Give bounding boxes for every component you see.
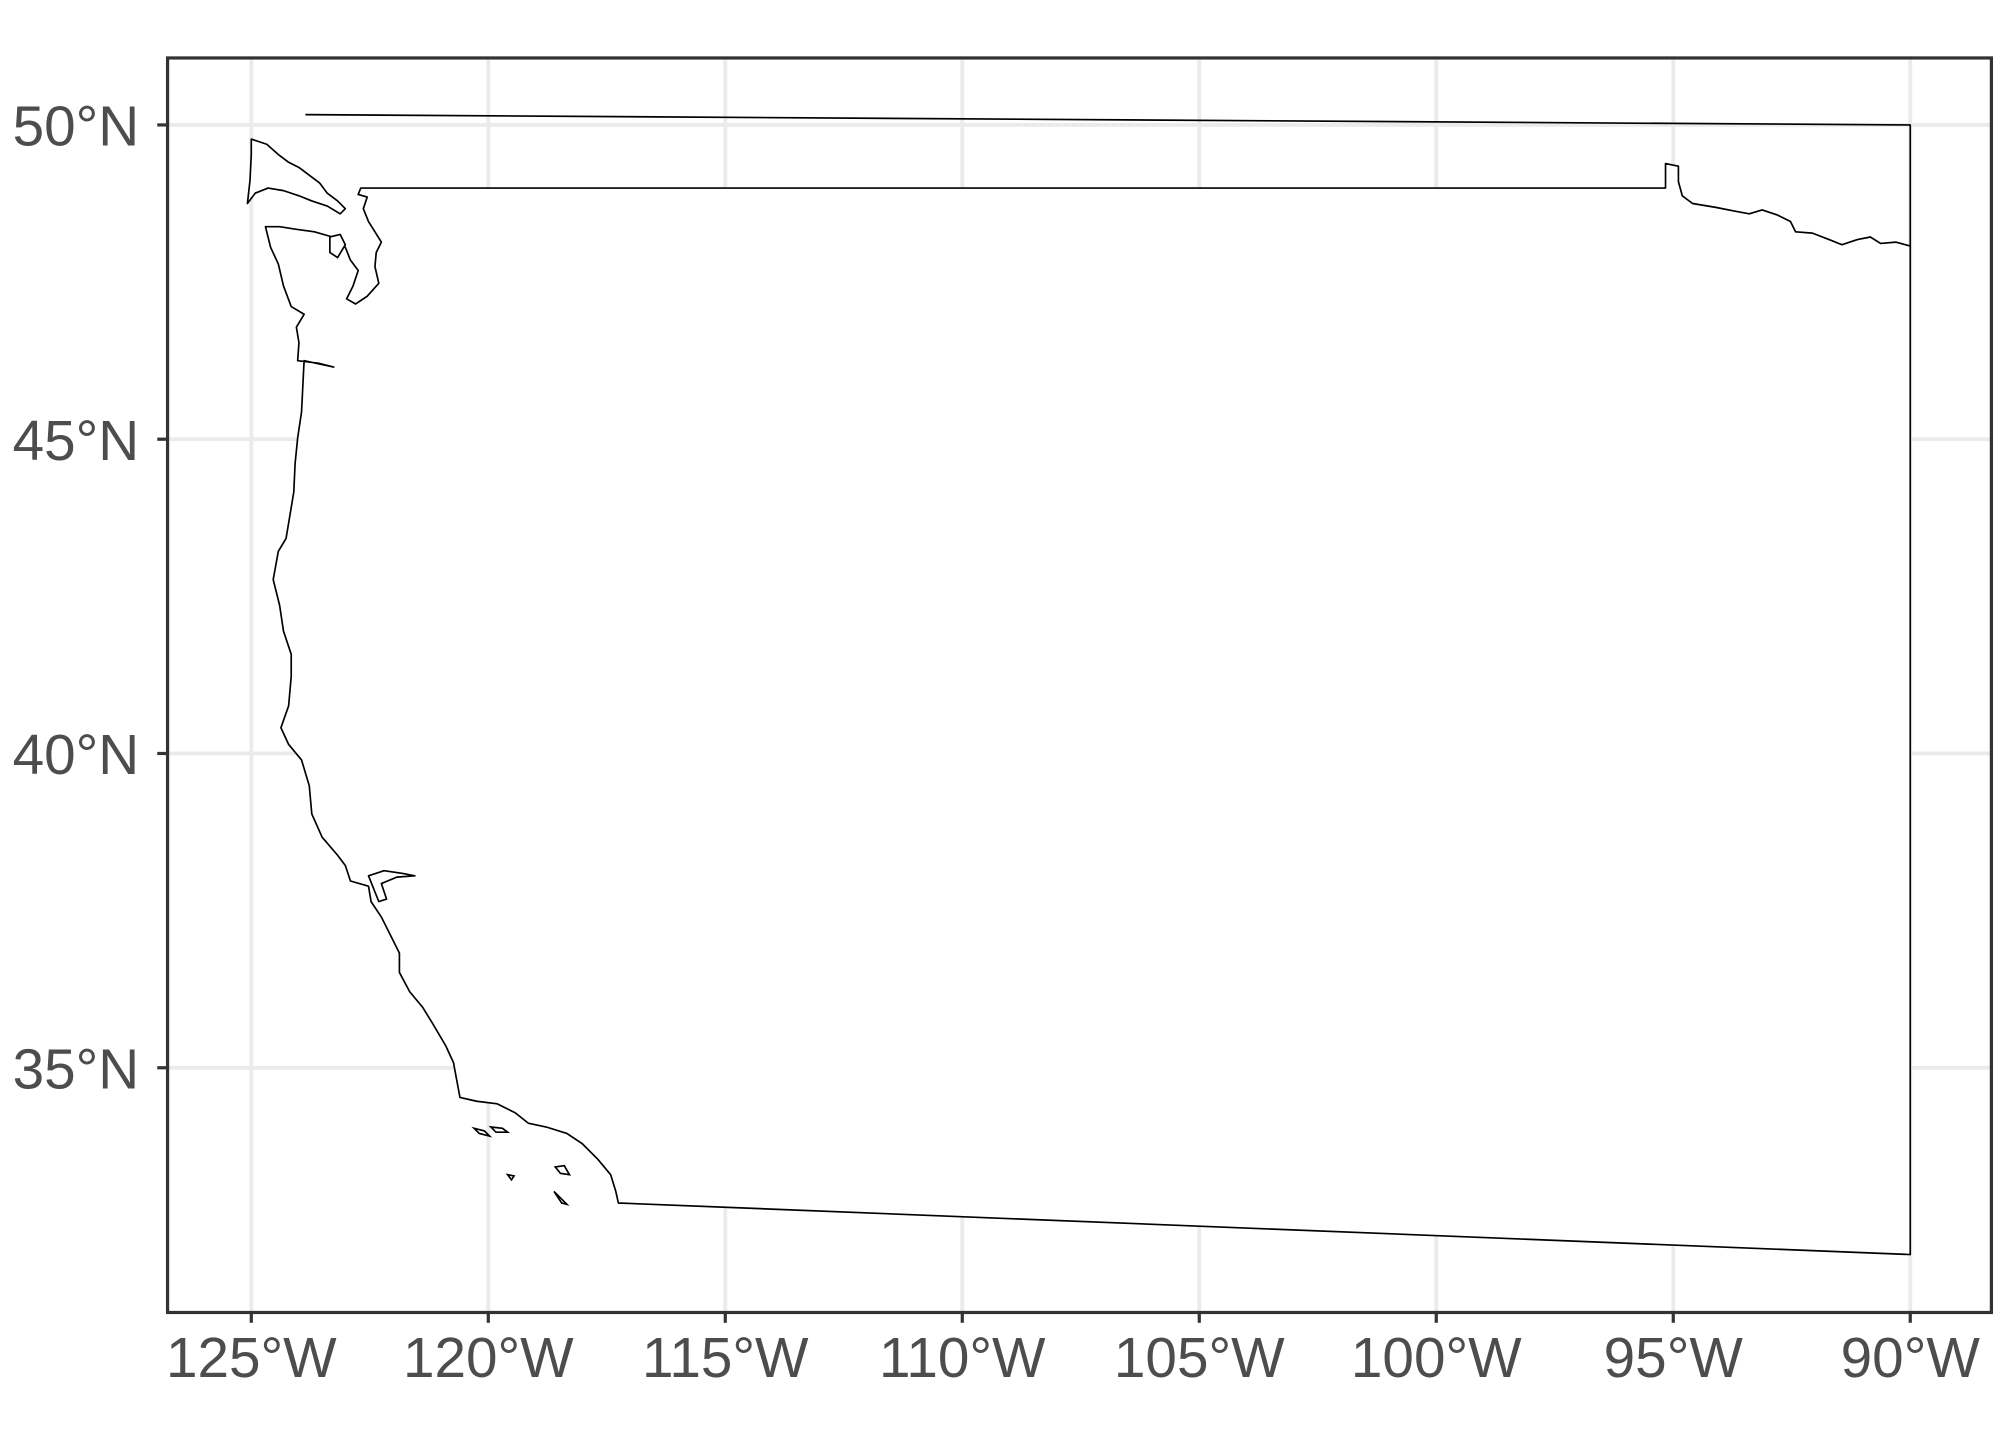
- channel-island-1: [471, 1126, 493, 1138]
- vancouver-island-outline: [246, 138, 347, 215]
- x-tick-label: 95°W: [1604, 1327, 1744, 1390]
- channel-island-4: [553, 1164, 572, 1176]
- san-francisco-bay-outline: [367, 869, 416, 903]
- channel-island-3: [505, 1173, 516, 1182]
- x-tick-label: 110°W: [879, 1327, 1046, 1390]
- y-tick-label: 45°N: [13, 410, 140, 473]
- y-tick-label: 35°N: [13, 1038, 140, 1101]
- channel-island-2: [488, 1125, 511, 1134]
- x-tick-label: 100°W: [1351, 1327, 1522, 1390]
- channel-island-5: [553, 1190, 570, 1206]
- mainland-outline: [264, 113, 1912, 1256]
- x-tick-label: 90°W: [1841, 1327, 1981, 1390]
- x-tick-label: 115°W: [642, 1327, 809, 1390]
- panel-border: [165, 56, 1994, 1315]
- region-outline: [246, 113, 1912, 1256]
- puget-sound-outline: [329, 233, 347, 259]
- x-tick-label: 125°W: [166, 1327, 337, 1390]
- y-tick-label: 40°N: [13, 724, 140, 787]
- y-axis: 35°N 40°N 45°N 50°N: [13, 96, 168, 1101]
- x-axis: 125°W 120°W 115°W 110°W 105°W 100°W 95°W…: [166, 1312, 1981, 1390]
- x-tick-label: 120°W: [403, 1327, 574, 1390]
- y-tick-label: 50°N: [13, 96, 140, 159]
- x-tick-label: 105°W: [1114, 1327, 1285, 1390]
